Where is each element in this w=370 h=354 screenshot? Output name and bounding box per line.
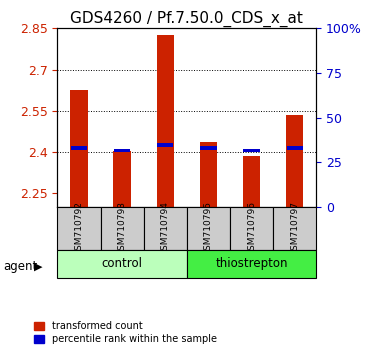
Text: GSM710797: GSM710797 bbox=[290, 201, 299, 256]
Text: GSM710795: GSM710795 bbox=[204, 201, 213, 256]
Bar bbox=[200, 146, 216, 150]
Text: GSM710792: GSM710792 bbox=[74, 201, 83, 256]
FancyBboxPatch shape bbox=[230, 207, 273, 250]
Text: control: control bbox=[102, 257, 142, 270]
Text: agent: agent bbox=[4, 260, 38, 273]
Bar bbox=[286, 115, 303, 207]
Bar bbox=[114, 149, 130, 153]
FancyBboxPatch shape bbox=[187, 250, 316, 278]
Bar bbox=[286, 146, 303, 150]
Bar bbox=[243, 156, 260, 207]
FancyBboxPatch shape bbox=[187, 207, 230, 250]
FancyBboxPatch shape bbox=[273, 207, 316, 250]
Text: thiostrepton: thiostrepton bbox=[215, 257, 288, 270]
FancyBboxPatch shape bbox=[57, 250, 187, 278]
Text: GSM710794: GSM710794 bbox=[161, 201, 170, 256]
Bar bbox=[70, 90, 88, 207]
Bar bbox=[114, 151, 131, 207]
Legend: transformed count, percentile rank within the sample: transformed count, percentile rank withi… bbox=[34, 321, 217, 344]
Bar bbox=[243, 149, 260, 153]
Bar bbox=[157, 143, 174, 147]
Bar bbox=[157, 35, 174, 207]
Title: GDS4260 / Pf.7.50.0_CDS_x_at: GDS4260 / Pf.7.50.0_CDS_x_at bbox=[70, 11, 303, 27]
FancyBboxPatch shape bbox=[57, 207, 101, 250]
Text: ▶: ▶ bbox=[34, 261, 43, 271]
Text: GSM710796: GSM710796 bbox=[247, 201, 256, 256]
FancyBboxPatch shape bbox=[101, 207, 144, 250]
Bar bbox=[200, 142, 217, 207]
FancyBboxPatch shape bbox=[144, 207, 187, 250]
Text: GSM710793: GSM710793 bbox=[118, 201, 127, 256]
Bar bbox=[71, 146, 87, 150]
